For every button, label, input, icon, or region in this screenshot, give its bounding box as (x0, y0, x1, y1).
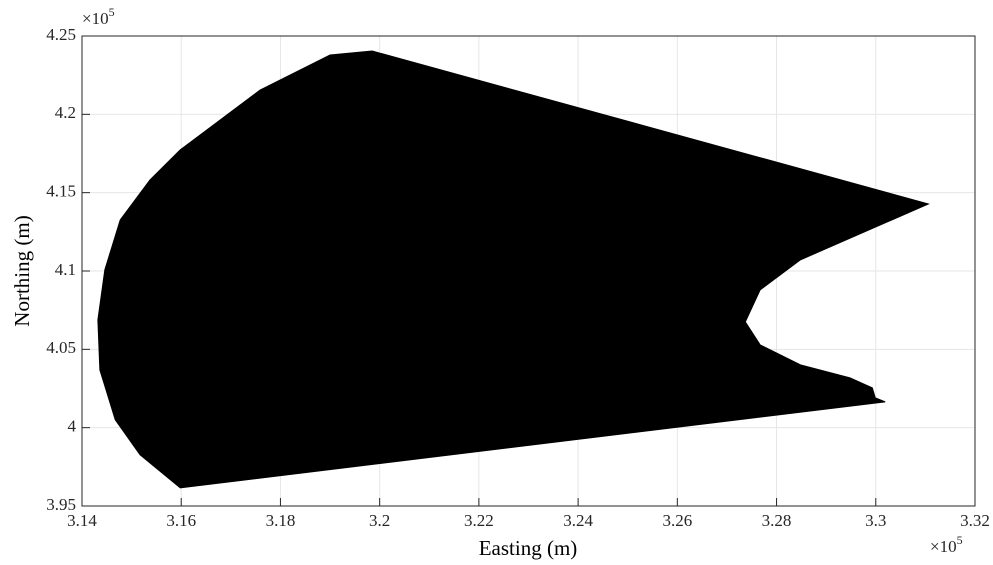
mesh-region (97, 50, 930, 489)
y-axis-label: Northing (m) (10, 215, 34, 326)
x-multiplier-base: ×10 (930, 537, 957, 556)
x-tick-label: 3.24 (563, 511, 593, 530)
x-axis-label: Easting (m) (479, 536, 578, 560)
x-multiplier-exponent: 5 (957, 533, 963, 547)
x-tick-label: 3.32 (960, 511, 990, 530)
x-tick-label: 3.28 (762, 511, 792, 530)
y-tick-label: 4.1 (55, 260, 76, 279)
y-multiplier-exponent: 5 (109, 5, 115, 19)
x-tick-label: 3.14 (67, 511, 97, 530)
y-tick-label: 3.95 (46, 495, 76, 514)
x-tick-label: 3.26 (662, 511, 692, 530)
x-tick-label: 3.18 (266, 511, 296, 530)
x-tick-label: 3.16 (166, 511, 196, 530)
x-multiplier: ×105 (930, 533, 963, 556)
y-tick-label: 4.2 (55, 103, 76, 122)
y-tick-label: 4.05 (46, 338, 76, 357)
y-tick-label: 4 (68, 417, 77, 436)
y-tick-label: 4.25 (46, 25, 76, 44)
y-multiplier: ×105 (82, 5, 115, 28)
x-tick-label: 3.2 (369, 511, 390, 530)
x-tick-label: 3.22 (464, 511, 494, 530)
y-multiplier-base: ×10 (82, 9, 109, 28)
axes-box (81, 35, 976, 507)
x-tick-label: 3.3 (865, 511, 886, 530)
y-tick-label: 4.15 (46, 182, 76, 201)
